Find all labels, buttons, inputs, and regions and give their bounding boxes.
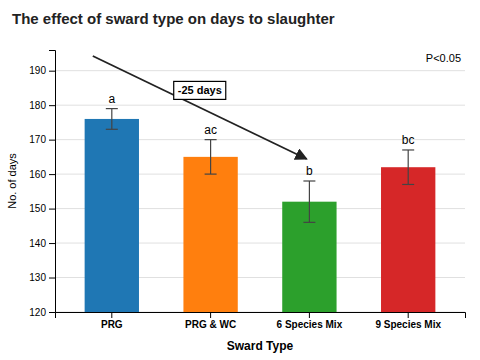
y-axis-line — [49, 51, 56, 313]
error-bar-stem — [111, 109, 112, 130]
grid-line — [55, 70, 465, 71]
y-tick-mark — [49, 243, 55, 244]
x-tick: PRG & WC — [185, 312, 236, 330]
y-tick-mark — [49, 278, 55, 279]
letter-label: b — [306, 164, 313, 178]
y-tick-label: 120 — [29, 307, 46, 318]
grid — [55, 71, 465, 312]
x-axis-line — [56, 313, 466, 319]
error-bar-cap — [106, 108, 118, 109]
annotation-box-group: -25 days — [174, 81, 226, 99]
annotation-box — [174, 81, 226, 99]
x-tick: PRG — [101, 312, 123, 330]
y-tick: 170 — [29, 134, 55, 145]
x-tick-label: PRG & WC — [185, 319, 236, 330]
y-tick-label: 130 — [29, 272, 46, 283]
y-tick-mark — [49, 209, 55, 210]
x-tick: 6 Species Mix — [277, 312, 343, 330]
error-bar — [402, 150, 414, 184]
grid-line — [55, 105, 465, 106]
bar — [381, 167, 435, 312]
x-tick-mark — [210, 312, 211, 318]
error-bar-cap — [205, 174, 217, 175]
y-tick: 120 — [29, 307, 55, 318]
x-axis-title: Sward Type — [227, 339, 294, 353]
error-bar — [106, 109, 118, 130]
x-tick-label: 9 Species Mix — [375, 319, 441, 330]
y-tick-mark — [49, 174, 55, 175]
y-axis: 120 130 140 150 160 170 180 190 — [29, 51, 55, 318]
x-tick-mark — [309, 312, 310, 318]
y-tick: 130 — [29, 272, 55, 283]
y-axis-title: No. of days — [6, 153, 18, 209]
y-tick: 140 — [29, 238, 55, 249]
x-axis: PRG PRG & WC 6 Species Mix 9 Species Mix — [56, 312, 466, 330]
error-bar-stem — [309, 181, 310, 222]
chart: 120 130 140 150 160 170 180 190 PRG PRG & WC 6 Spe… — [0, 0, 480, 360]
y-tick-mark — [49, 105, 55, 106]
y-tick: 160 — [29, 169, 55, 180]
y-tick-label: 190 — [29, 65, 46, 76]
error-bar-stem — [210, 140, 211, 174]
x-tick-mark — [408, 312, 409, 318]
x-tick-mark — [111, 312, 112, 318]
error-bar-cap — [402, 149, 414, 150]
error-bar-cap — [205, 139, 217, 140]
y-tick: 190 — [29, 65, 55, 76]
annotation: -25 days — [178, 84, 222, 96]
letter-label: ac — [204, 123, 217, 137]
plot-area — [85, 109, 436, 312]
bar — [183, 157, 237, 312]
error-bar-cap — [303, 222, 315, 223]
y-tick-label: 150 — [29, 203, 46, 214]
y-tick-mark — [49, 140, 55, 141]
y-tick-label: 180 — [29, 100, 46, 111]
error-bar — [303, 181, 315, 222]
y-tick-mark — [49, 71, 55, 72]
error-bar-cap — [106, 129, 118, 130]
y-tick-label: 160 — [29, 169, 46, 180]
title: The effect of sward type on days to slau… — [12, 10, 335, 27]
x-tick: 9 Species Mix — [375, 312, 441, 330]
x-tick-label: PRG — [101, 319, 123, 330]
y-tick-label: 140 — [29, 238, 46, 249]
p-value: P<0.05 — [426, 52, 461, 64]
x-tick-label: 6 Species Mix — [277, 319, 343, 330]
error-bar — [205, 140, 217, 174]
error-bar-stem — [408, 150, 409, 184]
letter-label: bc — [402, 133, 415, 147]
bar — [85, 119, 139, 312]
letter-label: a — [108, 92, 115, 106]
letter-labels: a ac b bc — [108, 92, 414, 178]
error-bar-cap — [303, 180, 315, 181]
y-tick: 180 — [29, 100, 55, 111]
y-tick-label: 170 — [29, 134, 46, 145]
y-tick: 150 — [29, 203, 55, 214]
y-tick-mark — [49, 312, 55, 313]
arrow — [93, 56, 307, 159]
error-bar-cap — [402, 184, 414, 185]
